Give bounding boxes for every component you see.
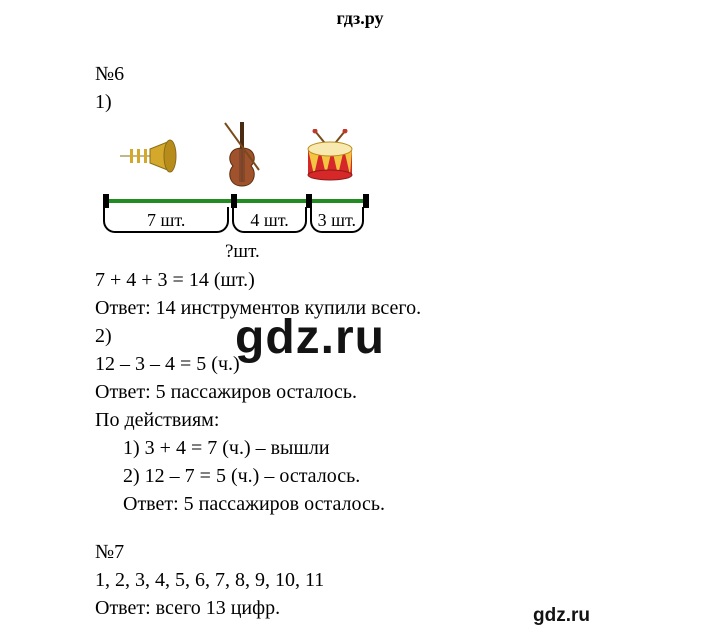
segment-bar: 7 шт. 4 шт. 3 шт. (95, 195, 375, 241)
drum-icon (300, 129, 360, 184)
problem7-answer: Ответ: всего 13 цифр. (95, 595, 720, 621)
segment-brackets: 7 шт. 4 шт. 3 шт. (103, 207, 367, 237)
segment-tick (103, 194, 109, 208)
instruments-row (95, 117, 380, 195)
instruments-diagram: 7 шт. 4 шт. 3 шт. ?шт. (95, 117, 380, 263)
problem6-part2-label: 2) (95, 323, 720, 349)
document-content: №6 1) (0, 29, 720, 621)
problem6-answer2: Ответ: 5 пассажиров осталось. (95, 379, 720, 405)
trumpet-icon (115, 131, 185, 181)
segment-tick (306, 194, 312, 208)
segment-label: 3 шт. (310, 207, 364, 233)
segment-label: 7 шт. (103, 207, 229, 233)
problem6-steps-label: По действиям: (95, 407, 720, 433)
problem7-list: 1, 2, 3, 4, 5, 6, 7, 8, 9, 10, 11 (95, 567, 720, 593)
site-brand: гдз.ру (0, 0, 720, 29)
problem6-part1-label: 1) (95, 89, 720, 115)
violin-icon (217, 120, 267, 192)
problem6-step1: 1) 3 + 4 = 7 (ч.) – вышли (95, 435, 720, 461)
problem7-header: №7 (95, 539, 720, 565)
segment-label: 4 шт. (232, 207, 306, 233)
problem6-calc1: 7 + 4 + 3 = 14 (шт.) (95, 267, 720, 293)
problem6-step2: 2) 12 – 7 = 5 (ч.) – осталось. (95, 463, 720, 489)
problem6-calc2: 12 – 3 – 4 = 5 (ч.) (95, 351, 720, 377)
segment-question: ?шт. (225, 241, 380, 263)
segment-tick (363, 194, 369, 208)
problem6-header: №6 (95, 61, 720, 87)
problem6-answer1: Ответ: 14 инструментов купили всего. (95, 295, 720, 321)
problem6-answer3: Ответ: 5 пассажиров осталось. (95, 491, 720, 517)
segment-tick (231, 194, 237, 208)
